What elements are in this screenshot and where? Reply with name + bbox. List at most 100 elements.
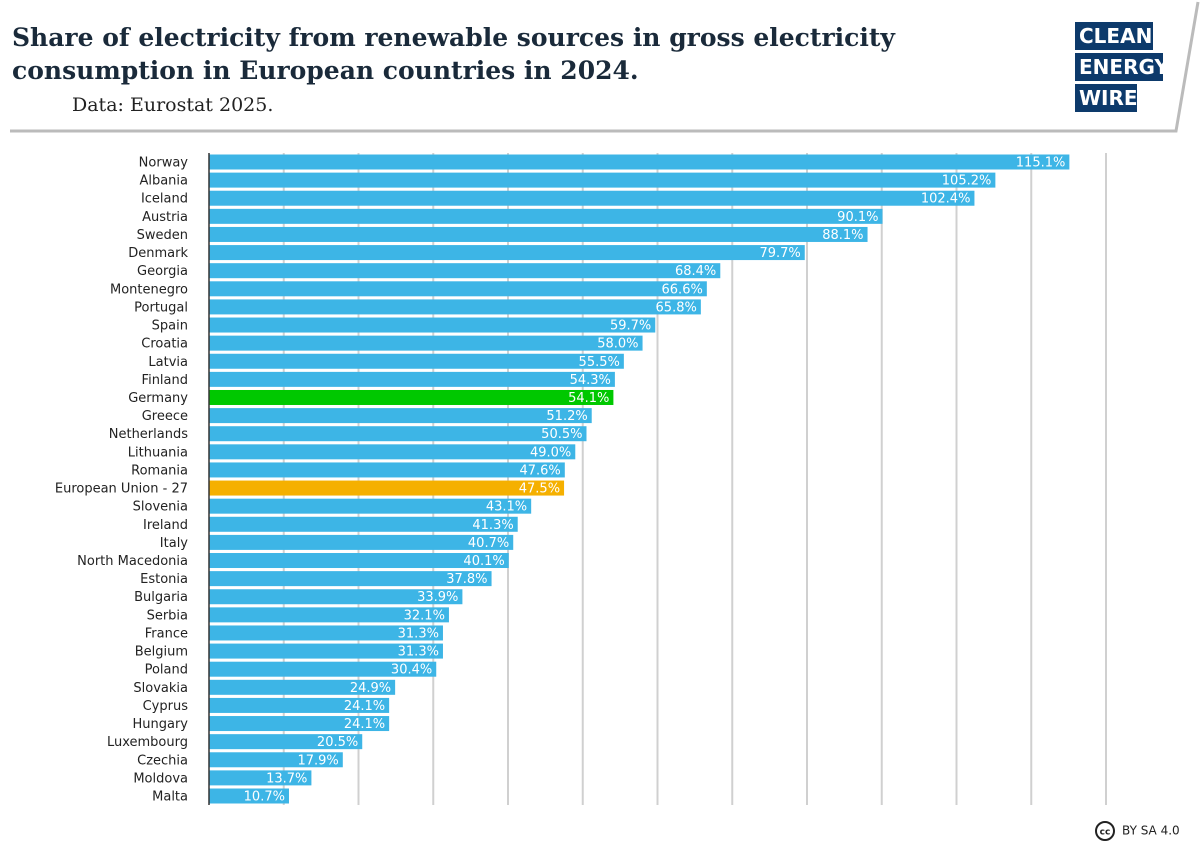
bar: [209, 625, 443, 641]
bar: [209, 371, 615, 387]
y-tick-label: Latvia: [148, 355, 188, 370]
logo-text: CLEAN: [1079, 24, 1152, 48]
y-tick-label: Belgium: [135, 645, 188, 660]
bar: [209, 317, 656, 333]
y-tick-label: Portugal: [134, 300, 188, 315]
value-label: 88.1%: [822, 228, 863, 243]
value-label: 17.9%: [297, 753, 338, 768]
y-tick-label: Slovakia: [133, 681, 188, 696]
value-label: 24.1%: [344, 717, 385, 732]
y-tick-label: Spain: [152, 319, 188, 334]
value-label: 54.1%: [568, 391, 609, 406]
y-tick-label: Estonia: [140, 572, 188, 587]
bar: [209, 571, 492, 587]
value-label: 68.4%: [675, 264, 716, 279]
bar: [209, 734, 363, 750]
bar: [209, 408, 592, 424]
bar: [209, 245, 805, 261]
bar: [209, 444, 576, 460]
value-label: 32.1%: [404, 608, 445, 623]
bar: [209, 172, 996, 188]
value-label: 40.7%: [468, 536, 509, 551]
y-tick-label: Moldova: [133, 771, 188, 786]
bar: [209, 281, 707, 297]
bar: [209, 661, 437, 677]
y-tick-label: Croatia: [141, 337, 188, 352]
y-tick-label: Romania: [131, 463, 188, 478]
value-label: 51.2%: [546, 409, 587, 424]
value-label: 54.3%: [570, 373, 611, 388]
value-label: 90.1%: [837, 210, 878, 225]
y-tick-label: Slovenia: [133, 500, 188, 515]
header-background: [0, 0, 1200, 128]
bar: [209, 335, 643, 351]
y-tick-label: Lithuania: [128, 445, 188, 460]
y-tick-label: Montenegro: [110, 282, 188, 297]
value-label: 47.5%: [519, 482, 560, 497]
logo-text: ENERGY: [1079, 55, 1169, 79]
value-label: 102.4%: [921, 192, 971, 207]
value-label: 79.7%: [759, 246, 800, 261]
y-tick-label: France: [145, 626, 188, 641]
value-label: 24.1%: [344, 699, 385, 714]
value-label: 30.4%: [391, 663, 432, 678]
y-tick-label: Albania: [139, 174, 188, 189]
bar: [209, 426, 587, 442]
y-tick-label: Czechia: [137, 753, 188, 768]
bar: [209, 643, 443, 659]
y-tick-label: Poland: [145, 663, 188, 678]
value-label: 33.9%: [417, 590, 458, 605]
value-label: 37.8%: [446, 572, 487, 587]
value-label: 55.5%: [579, 355, 620, 370]
y-tick-label: Italy: [160, 536, 189, 551]
value-label: 24.9%: [350, 681, 391, 696]
y-tick-label: European Union - 27: [55, 482, 188, 497]
bar: [209, 263, 721, 279]
cc-icon-text: cc: [1100, 828, 1111, 838]
y-tick-label: Austria: [142, 210, 188, 225]
y-tick-label: Ireland: [143, 518, 188, 533]
cc-icon: [1095, 821, 1115, 841]
logo-box: [1075, 53, 1163, 81]
bar: [209, 534, 514, 550]
y-tick-label: Serbia: [147, 608, 188, 623]
value-label: 31.3%: [398, 626, 439, 641]
value-label: 58.0%: [597, 337, 638, 352]
value-label: 41.3%: [472, 518, 513, 533]
plot-area: Norway 115.1% Albania 105.2% Iceland 102.4% Au…: [55, 153, 1107, 805]
license: BY SA 4.0: [1122, 824, 1180, 838]
value-label: 31.3%: [398, 645, 439, 660]
y-tick-label: Georgia: [137, 264, 188, 279]
y-tick-label: Bulgaria: [134, 590, 188, 605]
value-label: 20.5%: [317, 735, 358, 750]
bar: [209, 516, 518, 532]
chart-title: Share of electricity from renewable sour…: [12, 23, 896, 52]
bar: [209, 607, 449, 623]
y-tick-label: Greece: [142, 409, 188, 424]
value-label: 40.1%: [463, 554, 504, 569]
value-label: 115.1%: [1016, 156, 1066, 171]
bar: [209, 480, 565, 496]
value-label: 66.6%: [662, 282, 703, 297]
bar: [209, 553, 509, 569]
y-tick-label: Malta: [152, 790, 188, 805]
value-label: 59.7%: [610, 319, 651, 334]
bar: [209, 716, 390, 732]
bar: [209, 770, 312, 786]
value-label: 43.1%: [486, 500, 527, 515]
logo-box: [1075, 22, 1153, 50]
value-label: 47.6%: [519, 463, 560, 478]
bar: [209, 389, 614, 405]
value-label: 10.7%: [244, 790, 285, 805]
value-label: 49.0%: [530, 445, 571, 460]
value-label: 50.5%: [541, 427, 582, 442]
value-label: 105.2%: [942, 174, 992, 189]
header-border: [10, 1, 1200, 133]
chart-subtitle: Data: Eurostat 2025.: [72, 94, 273, 116]
bar: [209, 226, 868, 242]
y-tick-label: Luxembourg: [107, 735, 188, 750]
bar: [209, 788, 289, 804]
y-tick-label: Denmark: [128, 246, 188, 261]
chart-title: consumption in European countries in 202…: [12, 56, 639, 85]
